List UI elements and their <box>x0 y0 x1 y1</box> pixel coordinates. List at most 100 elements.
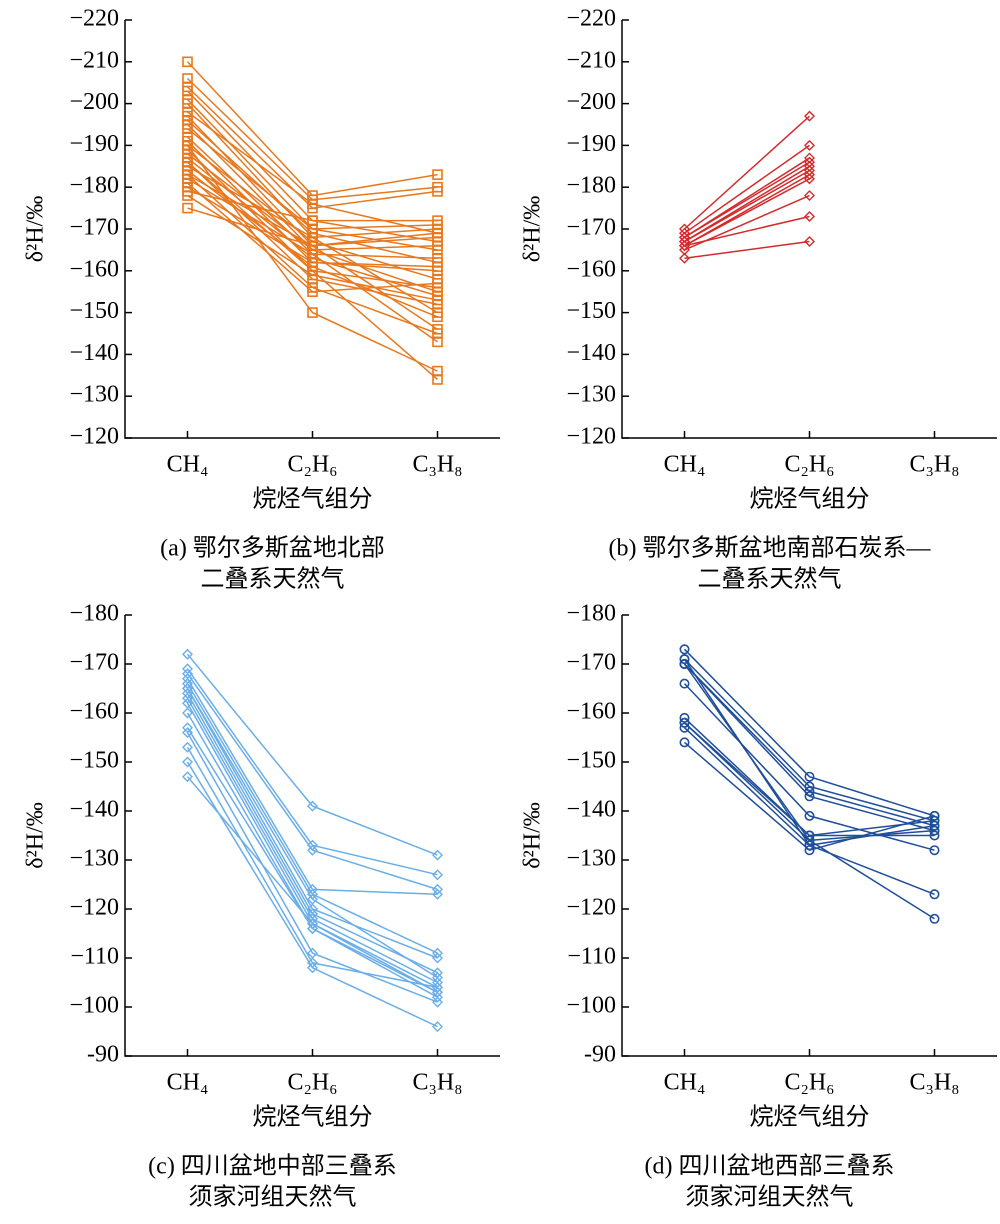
marker <box>804 236 815 248</box>
marker <box>307 918 318 930</box>
marker <box>432 227 443 239</box>
marker <box>432 169 443 180</box>
marker <box>432 952 443 964</box>
marker <box>307 198 318 210</box>
series-line <box>683 115 811 230</box>
marker <box>679 678 690 689</box>
marker <box>929 810 940 821</box>
marker <box>182 722 193 734</box>
panel: −180 −170 −160 −150 −140 −130 −120 −110 −100 -90 C… <box>520 601 997 1211</box>
y-tick-label: −140 <box>566 340 616 366</box>
marker <box>307 265 318 277</box>
marker <box>432 996 443 1008</box>
marker <box>432 869 443 881</box>
series-line <box>186 673 438 891</box>
marker <box>929 845 940 856</box>
marker <box>804 190 815 202</box>
y-tick-label: −190 <box>69 131 119 157</box>
series-line <box>186 86 438 209</box>
marker <box>432 888 443 900</box>
panel: −220 −210 −200 −190 −180 −170 −160 −150 −140 −130… <box>520 6 997 593</box>
caption: 二叠系天然气 <box>698 566 842 593</box>
series-line <box>684 169 810 243</box>
x-tick-label: C₃H₈ <box>909 452 959 478</box>
x-tick-label: C₃H₈ <box>909 1070 959 1096</box>
series-line <box>186 776 438 993</box>
marker <box>804 110 815 122</box>
y-axis-label: δ²H/‰ <box>520 196 546 263</box>
y-tick-label: −200 <box>69 89 119 115</box>
y-axis-label: δ²H/‰ <box>23 196 49 263</box>
marker <box>182 156 193 168</box>
marker <box>804 791 815 802</box>
y-tick-label: -90 <box>87 1042 119 1068</box>
y-tick-label: −120 <box>69 424 119 450</box>
marker <box>307 923 318 935</box>
y-tick-label: −100 <box>69 993 119 1019</box>
marker <box>182 115 193 126</box>
marker <box>307 844 318 856</box>
marker <box>679 658 690 669</box>
y-tick-label: −150 <box>566 298 616 324</box>
caption: 须家河组天然气 <box>686 1184 854 1211</box>
y-tick-label: −110 <box>70 944 119 970</box>
marker <box>929 913 940 924</box>
marker <box>804 830 815 841</box>
y-tick-label: −170 <box>566 650 616 676</box>
y-tick-label: −210 <box>69 47 119 73</box>
x-tick-label: CH₄ <box>167 452 209 478</box>
x-tick-label: C₂H₆ <box>784 452 834 478</box>
marker <box>679 252 690 264</box>
caption: (a) 鄂尔多斯盆地北部 <box>160 535 385 562</box>
caption: 二叠系天然气 <box>201 566 345 593</box>
series-line <box>683 683 935 851</box>
y-tick-label: −200 <box>566 89 616 115</box>
marker <box>804 210 815 222</box>
y-tick-label: −160 <box>69 699 119 725</box>
x-axis-label: 烷烃气组分 <box>750 1104 870 1131</box>
y-tick-label: −150 <box>69 298 119 324</box>
marker <box>182 202 193 214</box>
series-line <box>684 215 810 247</box>
caption: (d) 四川盆地西部三叠系 <box>645 1153 895 1180</box>
series-line <box>683 722 935 837</box>
marker <box>432 311 443 323</box>
series-line <box>186 761 438 1028</box>
marker <box>432 336 443 348</box>
y-tick-label: −180 <box>566 601 616 627</box>
series-line <box>187 207 438 247</box>
y-tick-label: −150 <box>566 748 616 774</box>
series-line <box>186 61 438 197</box>
marker <box>307 286 318 298</box>
y-tick-label: −180 <box>69 173 119 199</box>
y-tick-label: −130 <box>566 846 616 872</box>
marker <box>432 294 443 306</box>
y-tick-label: −160 <box>69 256 119 282</box>
y-tick-label: −150 <box>69 748 119 774</box>
series-line <box>684 178 810 247</box>
marker <box>182 56 193 68</box>
series-line <box>186 653 438 856</box>
series-line <box>186 732 438 1003</box>
marker <box>307 800 318 812</box>
marker <box>432 186 443 197</box>
series-line <box>683 663 935 832</box>
y-tick-label: −180 <box>69 601 119 627</box>
y-tick-label: −190 <box>566 131 616 157</box>
series-line <box>187 111 438 234</box>
marker <box>182 648 193 660</box>
marker <box>804 810 815 821</box>
marker <box>432 849 443 861</box>
y-tick-label: −120 <box>566 424 616 450</box>
marker <box>929 889 940 900</box>
marker <box>182 727 193 739</box>
marker <box>182 692 193 704</box>
axes <box>124 615 500 1057</box>
y-tick-label: −160 <box>566 699 616 725</box>
y-tick-label: −130 <box>566 382 616 408</box>
marker <box>432 278 443 289</box>
x-tick-label: C₂H₆ <box>287 452 337 478</box>
series-line <box>684 161 810 239</box>
x-axis-label: 烷烃气组分 <box>253 486 373 513</box>
marker <box>182 683 193 694</box>
